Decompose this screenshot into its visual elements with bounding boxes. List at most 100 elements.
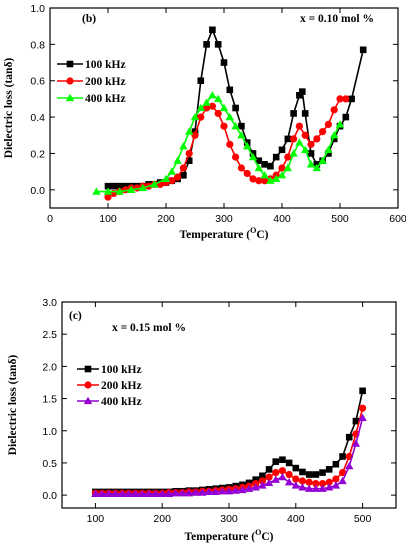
data-point	[115, 187, 124, 195]
x-tick-label: 0	[47, 213, 53, 225]
data-point	[209, 26, 216, 34]
data-point	[332, 460, 340, 468]
legend-marker	[84, 381, 92, 389]
data-point	[104, 489, 113, 497]
chart-panel-2: 100 200 300 400 500 0.0 0.5 1.0 1.5 2.0 2.5 3.0 (c) x…	[7, 297, 397, 543]
data-point	[251, 483, 260, 491]
legend-label: 100 kHz	[101, 364, 142, 376]
data-point	[359, 46, 367, 54]
x-tick-label: 600	[389, 213, 406, 225]
data-point	[278, 472, 287, 481]
data-point	[307, 150, 315, 157]
data-point	[272, 153, 280, 161]
data-point	[255, 177, 263, 185]
data-point	[258, 481, 267, 489]
data-point	[180, 171, 187, 179]
data-point	[278, 467, 287, 475]
y-tick-label: 1.0	[30, 3, 45, 15]
legend-label: 400 kHz	[101, 396, 142, 408]
data-point	[185, 157, 193, 165]
data-point	[325, 483, 334, 491]
data-point	[299, 468, 306, 476]
data-point	[272, 468, 280, 477]
y-tick-label: 0.0	[30, 185, 45, 197]
data-point	[197, 77, 205, 85]
legend-marker	[65, 93, 75, 102]
legend-marker	[66, 60, 74, 68]
y-tick-label: 0.5	[42, 458, 57, 470]
data-point	[291, 481, 300, 489]
data-point	[110, 182, 118, 190]
panel-label: (b)	[82, 13, 96, 25]
data-point	[342, 113, 350, 121]
data-point	[290, 110, 297, 117]
data-point	[331, 481, 341, 489]
data-point	[198, 488, 207, 496]
legend-label: 200 kHz	[101, 380, 142, 392]
series-400-khz	[91, 413, 367, 497]
data-point	[352, 417, 360, 425]
data-point	[190, 112, 200, 121]
x-axis-title-main: Temperature (	[185, 531, 256, 543]
data-point	[325, 150, 332, 157]
legend: 100 kHz 200 kHz 400 kHz	[77, 364, 142, 408]
data-point	[265, 473, 273, 481]
data-point	[345, 433, 353, 441]
data-point	[324, 120, 332, 128]
data-point	[220, 59, 228, 66]
data-point	[284, 478, 294, 486]
data-point	[295, 138, 304, 146]
data-point	[167, 167, 176, 175]
data-point	[339, 453, 346, 460]
x-tick-label: 100	[99, 213, 117, 225]
data-point	[103, 187, 113, 195]
data-point	[285, 459, 293, 467]
data-point	[306, 160, 316, 168]
data-point	[335, 120, 345, 128]
data-point	[244, 484, 254, 492]
y-axis-title: Dielectric loss (tanδ)	[3, 58, 15, 159]
data-point	[204, 487, 214, 496]
data-point	[208, 102, 216, 110]
data-point	[168, 177, 176, 185]
series-100-khz	[104, 26, 367, 190]
data-point	[144, 489, 154, 497]
y-tick-label: 3.0	[42, 297, 57, 309]
data-point	[319, 128, 327, 136]
x-tick-label: 500	[331, 213, 349, 225]
data-point	[260, 171, 269, 179]
x-axis-title: Temperature (OC)	[185, 528, 274, 543]
data-point	[226, 140, 234, 148]
data-point	[238, 122, 245, 130]
y-tick-label: 2.0	[42, 361, 57, 373]
data-point	[278, 146, 286, 154]
data-point	[232, 153, 240, 161]
data-point	[272, 458, 280, 465]
data-point	[226, 86, 234, 94]
y-axis-title: Dielectric loss (tanδ)	[7, 355, 19, 456]
data-point	[338, 476, 347, 485]
data-point	[237, 131, 246, 139]
x-axis-title-main: Temperature (	[180, 229, 251, 241]
x-tick-label: 500	[354, 513, 372, 525]
data-point	[267, 162, 274, 170]
data-point	[292, 475, 300, 483]
data-point	[231, 121, 240, 130]
data-point	[243, 141, 252, 150]
y-tick-label: 0.8	[30, 39, 45, 51]
data-point	[225, 112, 234, 121]
data-point	[232, 104, 239, 112]
series-200-khz	[91, 404, 367, 497]
data-point	[325, 466, 333, 473]
data-point	[271, 475, 280, 483]
data-point	[313, 135, 321, 143]
data-point	[318, 479, 327, 488]
x-tick-label: 100	[87, 513, 105, 525]
data-point	[279, 456, 286, 464]
series-line	[96, 94, 341, 193]
data-point	[224, 487, 234, 495]
data-point	[197, 113, 205, 121]
data-point	[336, 95, 344, 103]
data-point	[211, 487, 220, 496]
